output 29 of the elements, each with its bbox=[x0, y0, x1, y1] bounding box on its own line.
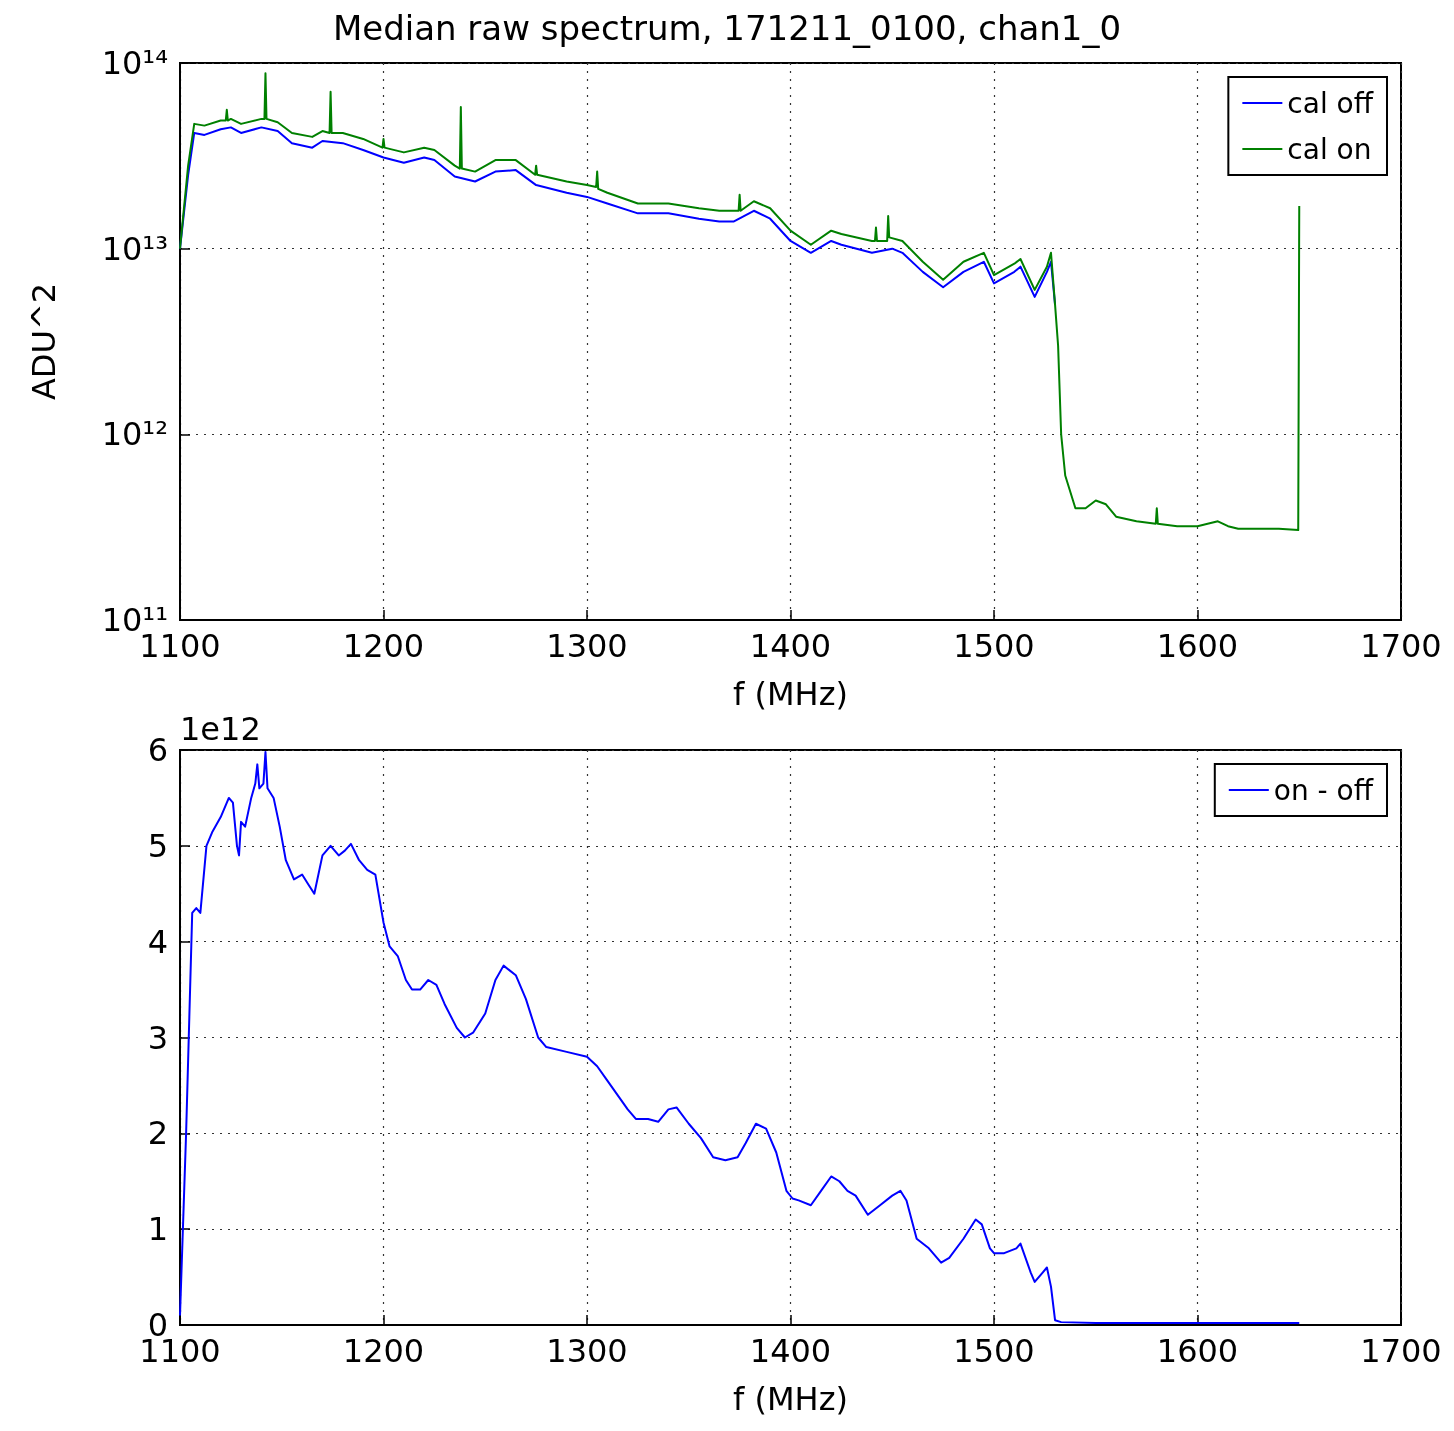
x-tick-label: 1600 bbox=[1156, 1332, 1239, 1370]
x-tick-label: 1300 bbox=[546, 1332, 628, 1370]
legend-label: cal off bbox=[1287, 86, 1374, 120]
x-tick-label: 1200 bbox=[342, 1332, 425, 1370]
chart-title: Median raw spectrum, 171211_0100, chan1_0 bbox=[332, 8, 1122, 48]
legend-label: cal on bbox=[1287, 132, 1372, 166]
legend-label: on - off bbox=[1273, 773, 1374, 807]
y-tick-label: 1 bbox=[147, 1210, 168, 1249]
y-tick-label: 10¹³ bbox=[101, 229, 168, 268]
x-tick-label: 1500 bbox=[953, 627, 1035, 665]
y-axis-title: ADU^2 bbox=[25, 282, 63, 401]
x-tick-label: 1200 bbox=[342, 627, 425, 665]
y-tick-label: 3 bbox=[147, 1018, 168, 1057]
y-tick-label: 10¹⁴ bbox=[101, 44, 168, 82]
y-tick-label: 4 bbox=[147, 922, 168, 961]
x-tick-label: 1400 bbox=[749, 627, 832, 665]
x-tick-label: 1700 bbox=[1360, 627, 1442, 665]
text: 1e12 bbox=[180, 710, 261, 748]
y-tick-label: 10¹² bbox=[101, 415, 168, 454]
x-tick-label: 1400 bbox=[749, 1332, 832, 1370]
x-tick-label: 1300 bbox=[546, 627, 628, 665]
x-tick-label: 1600 bbox=[1156, 627, 1239, 665]
x-axis-title: f (MHz) bbox=[733, 1380, 848, 1418]
y-tick-label: 2 bbox=[147, 1114, 168, 1153]
x-tick-label: 1500 bbox=[953, 1332, 1035, 1370]
y-tick-label: 5 bbox=[147, 826, 168, 865]
x-axis-title: f (MHz) bbox=[733, 675, 848, 713]
y-tick-label: 6 bbox=[147, 731, 168, 769]
x-tick-label: 1700 bbox=[1360, 1332, 1442, 1370]
